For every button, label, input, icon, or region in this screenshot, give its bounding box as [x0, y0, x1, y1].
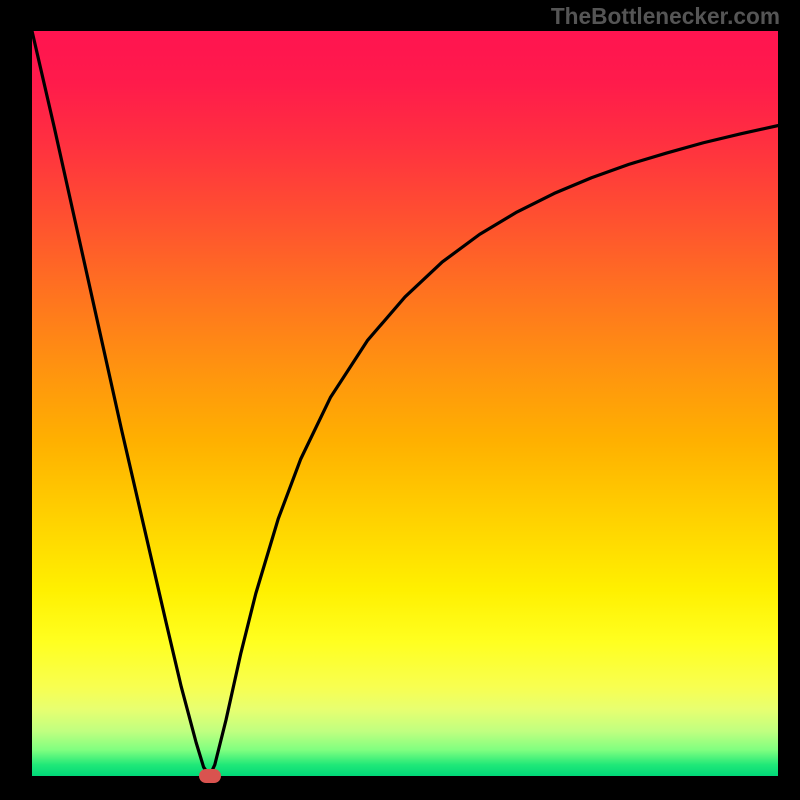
- plot-area: [32, 31, 778, 776]
- watermark-text: TheBottlenecker.com: [551, 3, 780, 30]
- minimum-marker: [199, 769, 221, 783]
- bottleneck-curve: [32, 31, 778, 776]
- chart-frame: TheBottlenecker.com: [0, 0, 800, 800]
